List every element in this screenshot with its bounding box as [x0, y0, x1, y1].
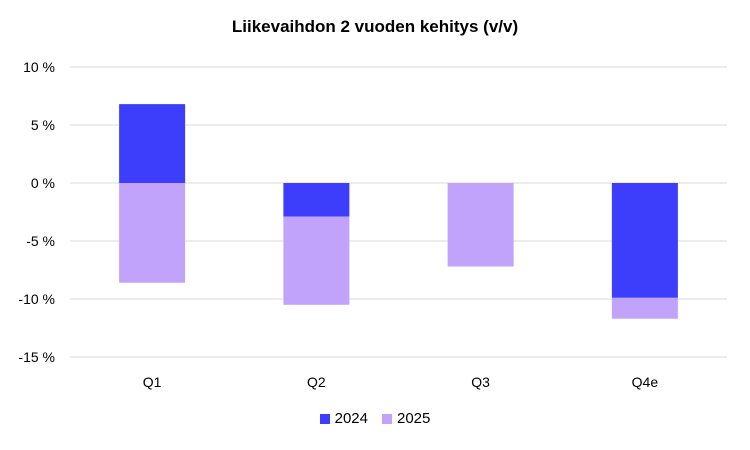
y-tick-label: 10 % [23, 59, 55, 75]
y-tick-label: -15 % [18, 349, 55, 365]
legend-item: 2025 [382, 410, 430, 427]
y-tick-label: 0 % [31, 175, 55, 191]
y-tick-label: -10 % [18, 291, 55, 307]
legend: 2024 2025 [0, 410, 750, 427]
chart-title: Liikevaihdon 2 vuoden kehitys (v/v) [231, 17, 519, 36]
legend-swatch [382, 413, 392, 424]
bar-2024-Q2 [283, 183, 350, 217]
bar-2025-Q1 [119, 183, 186, 283]
bar-2025-Q2 [283, 216, 350, 305]
bar-2024-Q4e [611, 183, 678, 298]
x-tick-label: Q3 [471, 374, 490, 390]
y-tick-label: 5 % [31, 117, 55, 133]
legend-swatch [319, 413, 330, 424]
legend-item: 2024 [319, 410, 368, 427]
legend-label: 2025 [397, 410, 431, 427]
bar-2025-Q4e [611, 297, 678, 319]
bar-2024-Q1 [119, 104, 186, 183]
legend-label: 2024 [334, 410, 368, 427]
y-tick-label: -5 % [26, 233, 55, 249]
x-tick-label: Q2 [307, 374, 326, 390]
bar-2025-Q3 [447, 183, 514, 267]
x-tick-label: Q1 [143, 374, 162, 390]
x-tick-label: Q4e [632, 374, 659, 390]
